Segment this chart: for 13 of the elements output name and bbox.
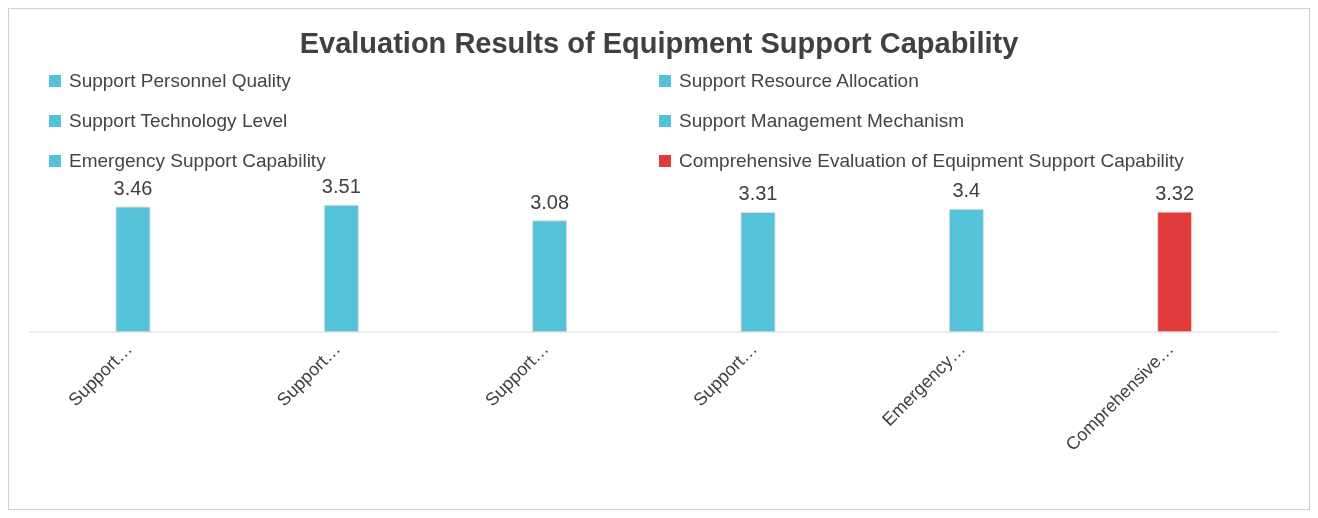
data-label: 3.46	[113, 177, 153, 200]
legend-label: Support Resource Allocation	[679, 70, 919, 92]
chart-title: Evaluation Results of Equipment Support Capability	[298, 26, 1020, 60]
legend-label: Support Technology Level	[69, 110, 288, 132]
data-label: 3.31	[738, 182, 778, 205]
legend-label: Support Personnel Quality	[69, 70, 291, 92]
legend-label: Emergency Support Capability	[69, 150, 326, 172]
data-label: 3.08	[530, 190, 570, 213]
data-label: 3.4	[952, 179, 981, 202]
data-label: 3.32	[1155, 182, 1195, 205]
legend-label: Support Management Mechanism	[679, 110, 965, 132]
data-label: 3.51	[321, 175, 361, 198]
legend-label: Comprehensive Evaluation of Equipment Support Capability	[679, 150, 1184, 172]
